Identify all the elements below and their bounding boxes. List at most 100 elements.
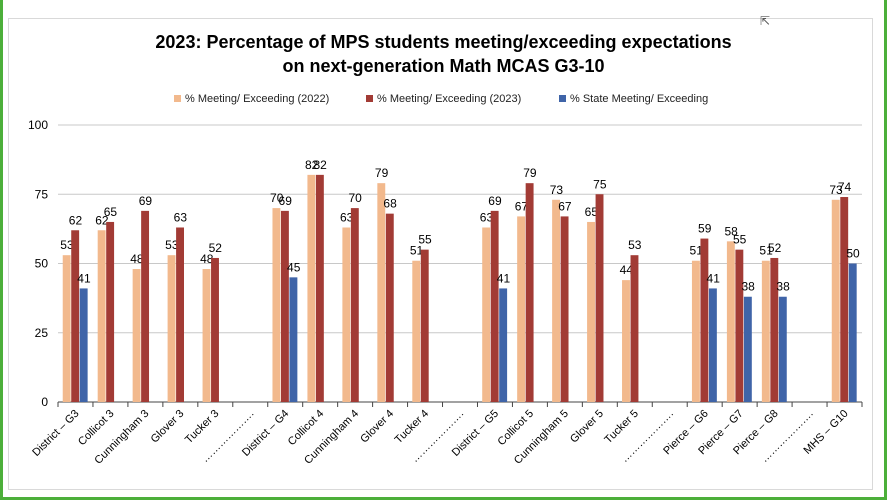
legend-entry: % Meeting/ Exceeding (2022) xyxy=(185,93,329,105)
bar-y2022 xyxy=(97,230,106,402)
chart-title-line1: 2023: Percentage of MPS students meeting… xyxy=(155,32,732,52)
data-label: 68 xyxy=(383,197,397,211)
bar-state xyxy=(289,277,298,402)
bar-y2023 xyxy=(141,210,150,402)
bar-y2023 xyxy=(420,249,429,402)
data-label: 79 xyxy=(375,166,389,180)
data-label: 65 xyxy=(585,205,599,219)
legend-entry: % Meeting/ Exceeding (2023) xyxy=(377,93,521,105)
bar-y2023 xyxy=(770,257,779,402)
bar-y2023 xyxy=(211,257,219,402)
data-label: 70 xyxy=(270,191,284,205)
bar-y2022 xyxy=(272,208,281,402)
bar-y2022 xyxy=(342,227,351,402)
bar-y2022 xyxy=(587,221,595,402)
bar-y2022 xyxy=(726,241,735,402)
data-label: 63 xyxy=(480,210,494,224)
y-tick-label: 50 xyxy=(35,257,49,271)
legend-entry: % State Meeting/ Exceeding xyxy=(570,93,708,105)
bar-y2023 xyxy=(560,216,569,402)
bar-y2022 xyxy=(761,260,770,402)
y-tick-label: 25 xyxy=(35,326,49,340)
data-label: 75 xyxy=(593,177,607,191)
data-label: 73 xyxy=(550,183,564,197)
bar-y2023 xyxy=(350,208,359,402)
bar-y2022 xyxy=(167,255,176,402)
y-tick-label: 100 xyxy=(28,118,48,132)
bar-y2022 xyxy=(202,269,211,402)
data-label: 55 xyxy=(418,233,432,247)
bar-y2023 xyxy=(490,210,499,402)
x-tick-label: District – G3 xyxy=(30,408,81,459)
bar-y2023 xyxy=(71,230,80,402)
data-label: 73 xyxy=(829,183,843,197)
data-label: 41 xyxy=(497,271,511,285)
data-label: 51 xyxy=(690,244,704,258)
data-label: 53 xyxy=(628,238,642,252)
bar-state xyxy=(778,296,787,402)
bar-y2022 xyxy=(622,280,630,402)
chart-border xyxy=(8,18,873,490)
bar-y2022 xyxy=(132,269,141,402)
data-label: 52 xyxy=(768,241,782,255)
bar-state xyxy=(708,288,717,402)
data-label: 63 xyxy=(174,210,188,224)
mouse-cursor-icon: ⇱ xyxy=(760,14,771,28)
bar-state xyxy=(848,263,857,402)
data-label: 62 xyxy=(95,213,109,227)
data-label: 69 xyxy=(488,194,502,208)
bar-y2023 xyxy=(840,197,849,402)
bar-y2023 xyxy=(315,174,324,402)
bar-y2023 xyxy=(176,227,184,402)
bar-state xyxy=(499,288,508,402)
data-label: 74 xyxy=(838,180,852,194)
data-label: 53 xyxy=(60,238,74,252)
bar-y2023 xyxy=(280,210,289,402)
bar-y2022 xyxy=(412,260,421,402)
bar-state xyxy=(743,296,752,402)
bar-y2023 xyxy=(106,221,115,402)
x-tick-label: Glover 3 xyxy=(149,408,187,446)
bar-y2022 xyxy=(691,260,700,402)
data-label: 82 xyxy=(313,158,327,172)
bar-y2022 xyxy=(377,183,386,402)
data-label: 55 xyxy=(733,233,747,247)
bar-y2023 xyxy=(525,183,534,402)
data-label: 44 xyxy=(620,263,634,277)
chart-title-line2: on next-generation Math MCAS G3-10 xyxy=(282,56,605,76)
bar-y2022 xyxy=(307,174,316,402)
legend-swatch xyxy=(559,95,566,102)
data-label: 82 xyxy=(305,158,319,172)
data-label: 67 xyxy=(515,199,529,213)
y-tick-label: 0 xyxy=(41,395,48,409)
bar-y2022 xyxy=(831,199,840,402)
bar-y2022 xyxy=(517,216,526,402)
data-label: 41 xyxy=(77,271,91,285)
data-label: 51 xyxy=(410,244,424,258)
data-label: 69 xyxy=(139,194,153,208)
bar-y2023 xyxy=(700,238,709,402)
bar-y2022 xyxy=(552,199,561,402)
data-label: 59 xyxy=(698,222,712,236)
data-label: 53 xyxy=(165,238,179,252)
bar-state xyxy=(79,288,88,402)
data-label: 50 xyxy=(846,247,860,261)
data-label: 69 xyxy=(279,194,293,208)
bar-y2022 xyxy=(482,227,491,402)
legend-swatch xyxy=(366,95,373,102)
bar-y2023 xyxy=(735,249,744,402)
data-label: 51 xyxy=(759,244,773,258)
bar-y2023 xyxy=(595,194,604,402)
data-label: 79 xyxy=(523,166,537,180)
y-tick-label: 75 xyxy=(35,187,49,201)
data-label: 65 xyxy=(104,205,118,219)
data-label: 45 xyxy=(287,260,301,274)
bar-y2023 xyxy=(385,213,394,402)
bar-y2022 xyxy=(62,255,71,402)
bar-y2023 xyxy=(630,255,639,402)
data-label: 62 xyxy=(69,213,83,227)
data-label: 67 xyxy=(558,199,572,213)
data-label: 48 xyxy=(200,252,214,266)
